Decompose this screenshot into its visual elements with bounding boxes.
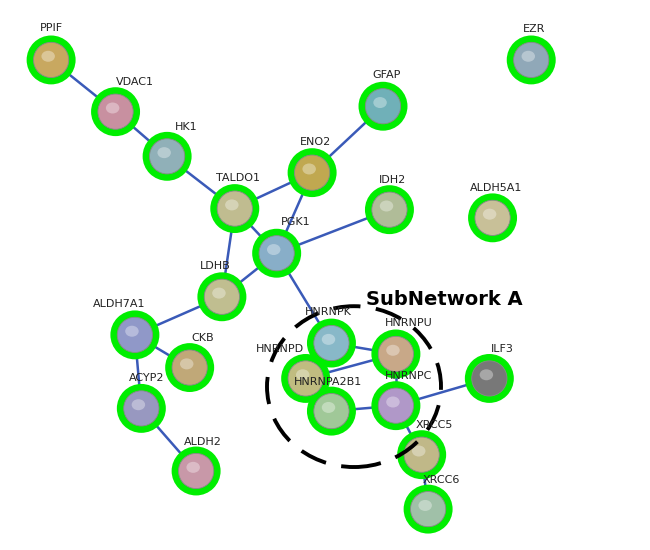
Text: EZR: EZR	[523, 24, 545, 34]
Ellipse shape	[371, 381, 421, 430]
Text: HNRNPD: HNRNPD	[256, 344, 304, 354]
Ellipse shape	[507, 36, 556, 84]
Ellipse shape	[521, 51, 535, 62]
Text: IDH2: IDH2	[379, 175, 406, 185]
Ellipse shape	[378, 388, 413, 424]
Ellipse shape	[117, 384, 166, 433]
Ellipse shape	[302, 163, 316, 174]
Text: XRCC5: XRCC5	[416, 420, 453, 430]
Ellipse shape	[172, 350, 207, 385]
Ellipse shape	[472, 361, 507, 396]
Ellipse shape	[412, 446, 426, 456]
Ellipse shape	[365, 89, 400, 124]
Text: PPIF: PPIF	[40, 23, 62, 33]
Text: LDHB: LDHB	[200, 261, 231, 271]
Ellipse shape	[296, 369, 309, 380]
Ellipse shape	[117, 317, 153, 353]
Ellipse shape	[397, 430, 446, 479]
Ellipse shape	[359, 82, 408, 131]
Ellipse shape	[322, 334, 335, 345]
Text: ALDH5A1: ALDH5A1	[469, 183, 522, 194]
Ellipse shape	[125, 326, 138, 337]
Ellipse shape	[307, 318, 356, 367]
Ellipse shape	[111, 310, 159, 359]
Text: HK1: HK1	[175, 122, 198, 132]
Ellipse shape	[475, 200, 510, 235]
Ellipse shape	[380, 201, 393, 212]
Ellipse shape	[419, 500, 432, 511]
Ellipse shape	[378, 337, 413, 372]
Ellipse shape	[404, 437, 439, 472]
Ellipse shape	[468, 194, 517, 243]
Ellipse shape	[483, 208, 497, 219]
Text: HNRNPA2B1: HNRNPA2B1	[294, 377, 362, 387]
Ellipse shape	[465, 354, 514, 403]
Ellipse shape	[252, 229, 301, 278]
Ellipse shape	[91, 87, 140, 136]
Ellipse shape	[142, 132, 192, 181]
Text: PGK1: PGK1	[281, 217, 311, 228]
Ellipse shape	[225, 200, 239, 211]
Text: VDAC1: VDAC1	[116, 77, 154, 87]
Ellipse shape	[187, 462, 200, 473]
Ellipse shape	[281, 354, 330, 403]
Ellipse shape	[217, 191, 252, 226]
Ellipse shape	[404, 485, 452, 534]
Ellipse shape	[365, 185, 414, 234]
Ellipse shape	[287, 148, 337, 197]
Ellipse shape	[165, 343, 214, 392]
Ellipse shape	[106, 102, 120, 113]
Ellipse shape	[132, 399, 145, 410]
Ellipse shape	[372, 192, 407, 227]
Ellipse shape	[150, 139, 185, 174]
Ellipse shape	[314, 393, 349, 428]
Ellipse shape	[294, 155, 330, 190]
Ellipse shape	[411, 492, 446, 527]
Ellipse shape	[514, 42, 549, 78]
Ellipse shape	[157, 147, 171, 158]
Ellipse shape	[42, 51, 55, 62]
Text: HNRNPU: HNRNPU	[385, 318, 433, 328]
Ellipse shape	[480, 369, 493, 380]
Ellipse shape	[27, 36, 75, 84]
Text: ACYP2: ACYP2	[129, 373, 164, 383]
Ellipse shape	[386, 345, 400, 356]
Ellipse shape	[198, 272, 246, 321]
Ellipse shape	[371, 329, 421, 378]
Text: ALDH2: ALDH2	[183, 437, 222, 447]
Ellipse shape	[34, 42, 69, 78]
Ellipse shape	[373, 97, 387, 108]
Ellipse shape	[211, 184, 259, 233]
Ellipse shape	[180, 359, 194, 370]
Ellipse shape	[288, 361, 323, 396]
Ellipse shape	[179, 453, 214, 488]
Ellipse shape	[98, 94, 133, 129]
Text: TALDO1: TALDO1	[216, 173, 260, 183]
Ellipse shape	[307, 387, 356, 436]
Text: HNRNPK: HNRNPK	[305, 307, 352, 317]
Ellipse shape	[259, 235, 294, 271]
Text: CKB: CKB	[191, 333, 214, 343]
Ellipse shape	[212, 288, 226, 299]
Ellipse shape	[314, 326, 349, 361]
Ellipse shape	[204, 279, 239, 315]
Ellipse shape	[124, 391, 159, 426]
Text: XRCC6: XRCC6	[422, 475, 460, 485]
Text: HNRNPC: HNRNPC	[385, 371, 432, 381]
Ellipse shape	[172, 447, 220, 496]
Text: ENO2: ENO2	[300, 137, 331, 147]
Ellipse shape	[322, 402, 335, 413]
Ellipse shape	[386, 397, 400, 408]
Text: ALDH7A1: ALDH7A1	[92, 299, 145, 309]
Text: ILF3: ILF3	[491, 344, 514, 354]
Ellipse shape	[267, 244, 280, 255]
Text: GFAP: GFAP	[372, 70, 400, 80]
Text: SubNetwork A: SubNetwork A	[366, 290, 523, 309]
